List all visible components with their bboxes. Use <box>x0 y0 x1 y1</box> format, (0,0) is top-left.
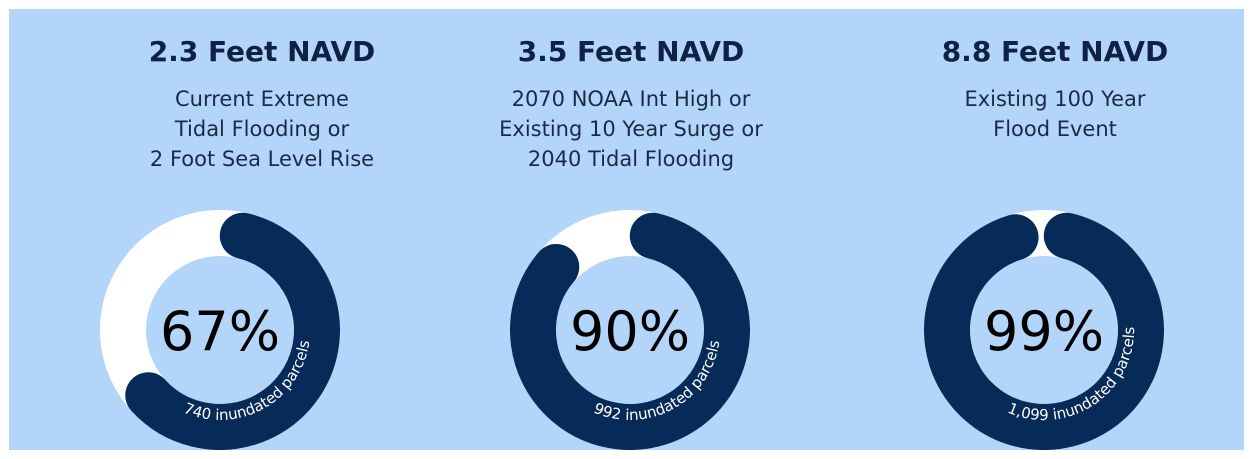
donut-chart-99: 99%1,099 inundated parcels <box>924 210 1164 450</box>
description-line: 2 Foot Sea Level Rise <box>149 147 375 171</box>
scenario-8-8-feet: 8.8 Feet NAVD Existing 100 Year Flood Ev… <box>885 9 1225 144</box>
donut-filled-arc <box>100 210 340 450</box>
donut-hole <box>970 256 1118 404</box>
scenario-description: 2070 NOAA Int High or Existing 10 Year S… <box>461 84 801 174</box>
donut-hole <box>146 256 294 404</box>
scenario-3-5-feet: 3.5 Feet NAVD 2070 NOAA Int High or Exis… <box>461 9 801 174</box>
donut-center-label: 90% <box>570 300 690 363</box>
donut-filled-arc <box>924 210 1164 450</box>
donut-center-label: 99% <box>984 300 1104 363</box>
description-line: 2070 NOAA Int High or <box>511 87 751 111</box>
description-line: Existing 100 Year <box>964 87 1146 111</box>
infographic-panel: 2.3 Feet NAVD Current Extreme Tidal Floo… <box>9 9 1244 450</box>
description-line: Existing 10 Year Surge or <box>499 117 763 141</box>
donut-hole <box>556 256 704 404</box>
description-line: Flood Event <box>993 117 1117 141</box>
scenario-description: Existing 100 Year Flood Event <box>885 84 1225 144</box>
description-line: 2040 Tidal Flooding <box>527 147 735 171</box>
donut-chart-90: 90%992 inundated parcels <box>510 210 750 450</box>
description-line: Tidal Flooding or <box>174 117 350 141</box>
donut-filled-arc <box>510 210 750 450</box>
scenario-title: 3.5 Feet NAVD <box>517 35 745 68</box>
donut-center-label: 67% <box>160 300 280 363</box>
scenario-title: 8.8 Feet NAVD <box>941 35 1169 68</box>
scenario-2-3-feet: 2.3 Feet NAVD Current Extreme Tidal Floo… <box>92 9 432 174</box>
scenario-description: Current Extreme Tidal Flooding or 2 Foot… <box>92 84 432 174</box>
description-line: Current Extreme <box>175 87 349 111</box>
donut-chart-67: 67%740 inundated parcels <box>100 210 340 450</box>
scenario-title: 2.3 Feet NAVD <box>148 35 376 68</box>
